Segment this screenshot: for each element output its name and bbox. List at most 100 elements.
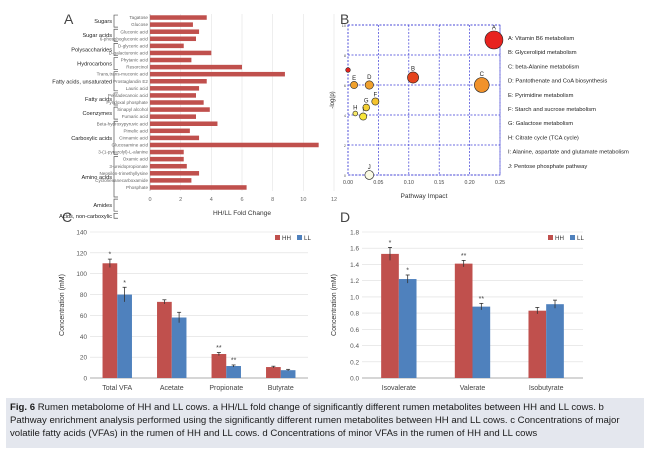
panel-a-group-bracket: [113, 28, 118, 42]
panel-b-y-axis-title: -log(p): [330, 91, 336, 108]
panel-a-category-label: D-galacturonic acid: [109, 50, 149, 55]
panel-a-x-tick-label: 4: [210, 197, 213, 203]
panel-d-y-tick-label: 1.6: [350, 246, 359, 253]
panel-c-major-vfa-chart: 0 20 40 60 80 100 120 140 Concentration (mM) Tota…: [59, 230, 311, 393]
panel-b-legend-entry: G: Galactose metabolism: [508, 121, 573, 127]
panel-c-bar: [171, 317, 187, 378]
panel-d-y-tick-label: 1.2: [350, 278, 359, 285]
panel-b-y-tick-label: 6: [344, 84, 346, 88]
panel-a-category-label: 6-phosphogluconic acid: [100, 36, 149, 41]
panel-a-bar: [150, 121, 218, 127]
panel-b-x-tick-label: 0.00: [343, 180, 353, 186]
panel-d-y-tick-label: 0.8: [350, 311, 359, 318]
panel-a-category-label: Trans,trans-muconic acid: [97, 72, 149, 77]
panel-a-bar: [150, 156, 184, 162]
caption-text: Rumen metabolome of HH and LL cows. a HH…: [10, 402, 620, 439]
panel-a-x-tick-label: 0: [148, 197, 151, 203]
panel-a-category-label: Cyclohexanecarboxamide: [95, 178, 148, 183]
panel-a-category-label: Pimelic acid: [123, 128, 148, 133]
panel-a-group-label: Sugar acids: [82, 33, 112, 39]
panel-b-x-tick-label: 0.25: [495, 180, 505, 186]
panel-b-point-label: J: [368, 165, 371, 171]
panel-c-bar: [226, 366, 241, 378]
panel-b-point-label: E: [352, 76, 356, 82]
panel-a-bar: [150, 86, 200, 91]
panel-b-pathway-point: [364, 170, 374, 180]
panel-a-bar: [150, 149, 184, 155]
panel-b-x-tick-label: 0.05: [373, 180, 383, 186]
panel-a-bar: [150, 185, 247, 190]
panel-b-y-tick-label: 2: [344, 144, 346, 148]
panel-b-x-tick-label: 0.20: [465, 180, 475, 186]
panel-a-category-label: Lauric acid: [126, 86, 149, 91]
panel-c-y-tick-label: 20: [80, 355, 88, 362]
panel-b-point-label: F: [374, 92, 378, 98]
panel-d-legend-label: LL: [577, 235, 584, 242]
panel-a-category-label: Pyridoxal phosphate: [106, 100, 148, 105]
panel-a-bar: [150, 128, 190, 134]
panel-b-pathway-point: [362, 103, 370, 112]
panel-c-category-label: Total VFA: [102, 385, 132, 392]
panel-a-category-label: Glucose: [131, 22, 148, 27]
panel-c-bar: [102, 263, 118, 378]
panel-a-group-label: Fatty acids, unsaturated: [52, 79, 112, 85]
panel-c-category-label: Butyrate: [268, 385, 294, 392]
panel-c-y-tick-label: 120: [76, 250, 87, 257]
panel-c-significance-label: *: [123, 280, 126, 287]
panel-b-x-axis-title: Pathway Impact: [401, 193, 448, 200]
panel-c-significance-label: **: [216, 345, 222, 352]
panel-b-pathway-point: [484, 30, 504, 50]
caption-fig-label: Fig. 6: [10, 402, 36, 413]
panel-d-y-tick-label: 0.4: [350, 343, 359, 350]
panel-c-y-tick-label: 100: [76, 271, 87, 278]
panel-d-bar: [528, 310, 547, 378]
panel-a-bar: [150, 171, 200, 176]
panel-c-significance-label: *: [109, 252, 112, 259]
panel-d-legend-swatch: [548, 235, 553, 240]
panel-a-group-label: Amides: [93, 203, 112, 209]
panel-b-pathway-point: [359, 112, 368, 121]
panel-a-group-label: Carboxylic acids: [71, 136, 112, 142]
panel-a-x-tick-label: 8: [271, 197, 274, 203]
panel-c-y-tick-label: 140: [76, 230, 87, 237]
panel-c-category-label: Propionate: [209, 385, 243, 392]
panel-c-bar: [157, 301, 172, 378]
panel-a-group-label: Coenzymes: [82, 111, 112, 117]
panel-letter-b: B: [340, 11, 349, 27]
panel-c-bar: [117, 294, 132, 378]
panel-b-pathway-point: [474, 77, 490, 93]
panel-c-y-tick-label: 0: [83, 376, 87, 383]
panel-a-category-label: Pentadecanoic acid: [108, 93, 149, 98]
panel-c-legend-label: HH: [282, 235, 291, 242]
panel-a-group-label: Acids, non-carboxylic: [59, 214, 112, 220]
panel-a-category-label: 3-ureidopropionate: [109, 164, 148, 169]
panel-a-bar: [150, 107, 210, 112]
panel-a-category-label: Resorcinol: [126, 65, 148, 70]
panel-a-bar: [150, 64, 242, 70]
panel-b-point-label: G: [364, 99, 369, 105]
panel-a-group-label: Polysaccharides: [71, 47, 112, 53]
panel-b-point-label: B: [411, 66, 415, 72]
panel-b-y-tick-label: 4: [344, 114, 346, 118]
panel-a-x-axis-title: HH/LL Fold Change: [213, 210, 271, 217]
panel-c-y-tick-label: 80: [80, 292, 88, 299]
panel-d-y-tick-label: 1.4: [350, 262, 359, 269]
panel-d-legend-label: HH: [555, 235, 564, 242]
panel-a-bar: [150, 163, 187, 169]
panel-b-x-tick-label: 0.15: [434, 180, 444, 186]
panel-a-bar: [150, 57, 192, 63]
panel-d-significance-label: **: [479, 296, 485, 303]
panel-a-category-label: Sinapyl alcohol: [117, 107, 148, 112]
panel-a-bar: [150, 15, 207, 20]
panel-a-category-label: Nepsilon-trimethyllysine: [99, 171, 148, 176]
panel-b-legend-entry: E: Pyrimidine metabolism: [508, 93, 574, 99]
panel-letter-c: C: [62, 209, 72, 225]
panel-d-category-label: Isovalerate: [382, 385, 416, 392]
panel-d-significance-label: *: [389, 240, 392, 247]
panel-b-plot-frame: [347, 24, 501, 176]
panel-a-bar: [150, 36, 196, 42]
panel-d-significance-label: *: [406, 267, 409, 274]
panel-d-bar: [546, 304, 564, 378]
panel-a-category-label: Glucosamine acid: [111, 143, 148, 148]
